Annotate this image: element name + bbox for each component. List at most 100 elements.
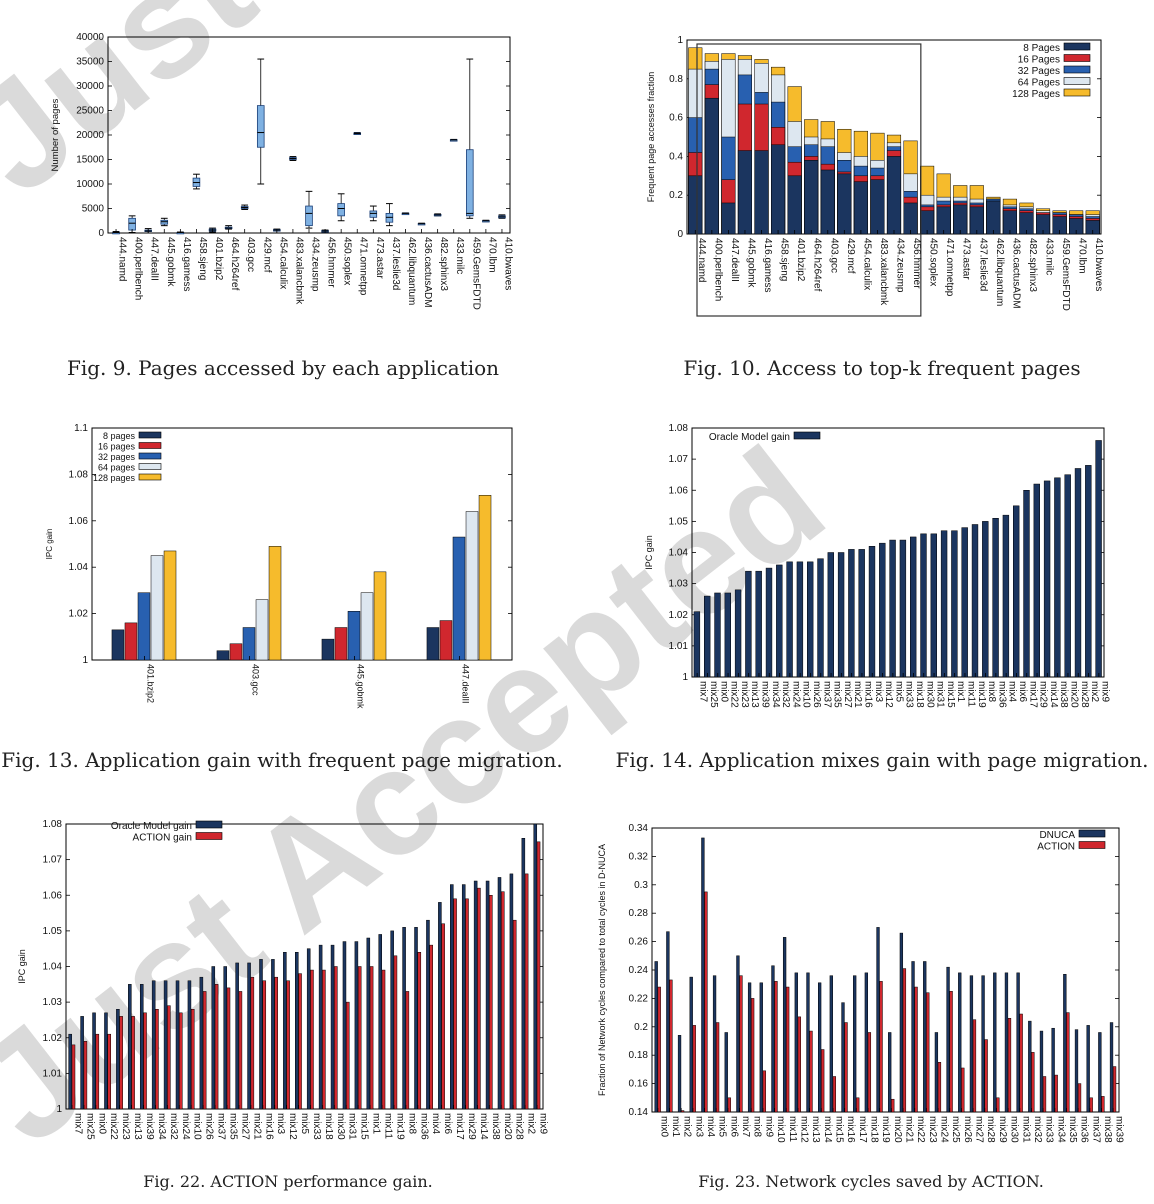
fig23-bar-dnuca — [782, 937, 787, 1113]
fig10-bar-8-pages — [737, 150, 752, 235]
fig22-bar-action-gain — [453, 898, 457, 1110]
fig10-highlight-box — [696, 43, 922, 317]
fig14-x-tick-label: mix9 — [1099, 681, 1110, 703]
fig10-bar-8-pages — [986, 200, 1001, 235]
fig10-bar-8-pages — [787, 175, 802, 235]
fig22-bar-action-gain — [83, 1041, 88, 1110]
fig23-bar-dnuca — [747, 982, 752, 1113]
fig23-bar-action — [704, 891, 708, 1113]
fig23-bar-action — [739, 975, 743, 1113]
fig23-bar-action — [926, 992, 930, 1113]
fig23-bar-action — [669, 979, 673, 1113]
fig22-x-tick-label: mix0 — [96, 1113, 107, 1135]
fig23-x-tick-label: mix8 — [752, 1116, 763, 1138]
fig23-x-tick-label: mix13 — [810, 1116, 821, 1143]
fig22-bar-oracle-model-gain — [438, 902, 442, 1110]
fig10-x-tick-label: 429.mcf — [845, 238, 856, 274]
fig14-x-tick-label: mix13 — [749, 681, 760, 708]
fig10-x-tick-label: 459.GemsFDTD — [1060, 238, 1071, 311]
fig9-x-tick-label: 456.hmmer — [326, 237, 337, 288]
fig22-bar-oracle-model-gain — [366, 937, 371, 1110]
fig10-bar-8-pages — [853, 181, 868, 235]
fig9-y-tick-label: 25000 — [76, 106, 104, 117]
fig22-legend-label: Oracle Model gain — [111, 821, 192, 832]
fig22-bar-action-gain — [262, 980, 267, 1110]
fig23-bar-action — [727, 1097, 731, 1113]
fig9-y-tick-label: 35000 — [76, 57, 104, 68]
fig23-bar-action — [657, 986, 661, 1113]
fig22-bar-action-gain — [131, 1016, 135, 1110]
fig14-bar-oracle-model-gain — [961, 527, 968, 678]
fig10-bar-8-pages — [837, 173, 852, 235]
fig23-x-tick-label: mix30 — [1009, 1116, 1020, 1143]
fig23-bar-action — [844, 1022, 848, 1113]
fig14-x-tick-label: mix32 — [780, 681, 791, 708]
fig23-bar-dnuca — [759, 982, 763, 1113]
fig14-y-axis-label: IPC gain — [644, 535, 654, 570]
fig23-bar-action — [867, 1032, 872, 1113]
fig13-bar-16-pages — [439, 620, 453, 661]
fig22-y-tick-label: 1.04 — [43, 962, 63, 973]
fig13-bar-128-pages — [478, 495, 492, 661]
fig9-x-tick-label: 429.mcf — [261, 237, 272, 273]
fig14-x-tick-label: mix37 — [821, 681, 832, 708]
fig22-bar-action-gain — [107, 1033, 112, 1110]
fig10-legend-label: 64 Pages — [1018, 78, 1060, 89]
fig14-x-tick-label: mix35 — [832, 681, 843, 708]
fig13-y-tick-label: 1.02 — [69, 609, 89, 620]
fig14-x-tick-label: mix16 — [862, 681, 873, 708]
fig22-bar-oracle-model-gain — [223, 966, 227, 1110]
fig22-bar-action-gain — [417, 952, 422, 1110]
fig13-bar-32-pages — [137, 592, 151, 661]
fig22-x-tick-label: mix30 — [335, 1113, 346, 1140]
fig14-bar-oracle-model-gain — [982, 521, 989, 678]
fig23-bar-action — [961, 1067, 965, 1113]
fig23-bar-action — [891, 1098, 895, 1113]
fig22-x-tick-label: mix27 — [239, 1113, 250, 1140]
fig22-bar-oracle-model-gain — [461, 884, 466, 1110]
fig14-y-tick-label: 1.02 — [669, 610, 689, 621]
fig22-bar-oracle-model-gain — [414, 927, 418, 1110]
fig23-x-tick-label: mix17 — [857, 1116, 868, 1143]
fig23-bar-dnuca — [818, 982, 822, 1113]
fig10-legend-swatch — [1063, 88, 1091, 97]
fig23-bar-action — [774, 981, 778, 1113]
fig9-x-tick-label: 462.libquantum — [406, 237, 417, 305]
fig22-bar-oracle-model-gain — [378, 934, 383, 1110]
fig22-grouped-bar-chart: 1 1.01 1.02 1.03 1.04 1.05 1.06 1.07 1.08 IPC gai… — [17, 819, 549, 1140]
fig23-bar-dnuca — [888, 1032, 892, 1113]
fig22-bar-oracle-model-gain — [199, 976, 204, 1110]
fig22-legend-swatch — [195, 820, 223, 829]
fig22-bar-oracle-model-gain — [175, 980, 180, 1110]
fig22-x-tick-label: mix16 — [263, 1113, 274, 1140]
fig9-box — [369, 210, 378, 218]
fig9-y-tick-label: 10000 — [76, 179, 104, 190]
fig13-y-tick-label: 1 — [82, 655, 88, 666]
fig9-x-tick-label: 447.dealII — [149, 237, 160, 281]
fig14-legend-swatch — [793, 431, 821, 440]
fig10-x-tick-label: 454.calculix — [861, 238, 872, 290]
fig10-bar-8-pages — [721, 202, 736, 235]
fig10-legend-label: 128 Pages — [1012, 89, 1060, 100]
fig22-bar-action-gain — [536, 841, 541, 1110]
fig23-x-tick-label: mix14 — [822, 1116, 833, 1143]
fig14-x-tick-label: mix31 — [935, 681, 946, 708]
fig14-y-tick-label: 1 — [682, 672, 688, 683]
fig23-x-tick-label: mix34 — [1055, 1116, 1066, 1143]
fig13-plot-frame — [91, 427, 513, 661]
fig22-bar-oracle-model-gain — [139, 984, 144, 1110]
fig22-x-tick-label: mix3 — [275, 1113, 286, 1135]
fig22-x-tick-label: mix36 — [418, 1113, 429, 1140]
fig13-bar-64-pages — [255, 599, 269, 661]
fig22-x-tick-label: mix5 — [299, 1113, 310, 1135]
fig10-bar-8-pages — [754, 150, 769, 235]
fig22-y-axis-label: IPC gain — [17, 949, 27, 984]
fig22-bar-oracle-model-gain — [163, 980, 168, 1110]
fig22-x-tick-label: mix33 — [311, 1113, 322, 1140]
fig10-legend-label: 32 Pages — [1018, 66, 1060, 77]
fig23-x-tick-label: mix9 — [763, 1116, 774, 1138]
fig22-x-tick-label: mix34 — [156, 1113, 167, 1140]
fig23-caption: Fig. 23. Network cycles saved by ACTION. — [698, 1172, 1044, 1191]
fig14-bar-oracle-model-gain — [734, 589, 742, 678]
fig14-bar-oracle-model-gain — [879, 542, 886, 678]
